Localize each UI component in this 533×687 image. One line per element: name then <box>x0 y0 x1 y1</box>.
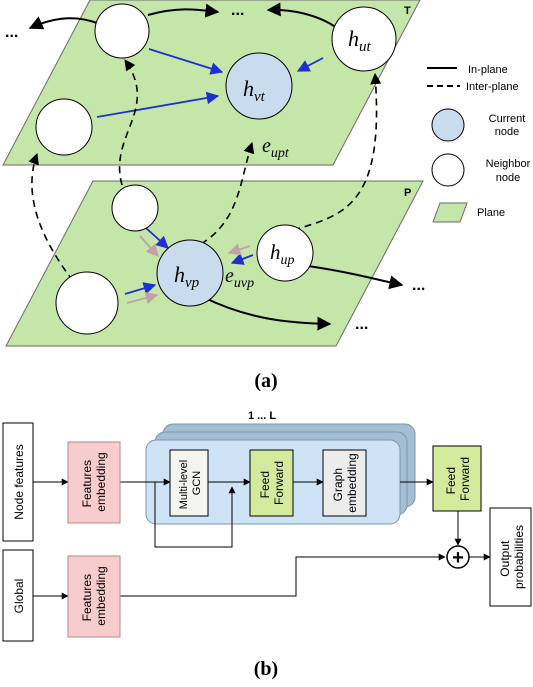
current-node-h-vp <box>156 239 224 307</box>
inter-plane-edge <box>200 141 255 245</box>
in-plane-edge <box>28 16 98 30</box>
feed-forward-box-2 <box>432 445 482 512</box>
plane-top-label: T <box>404 5 411 17</box>
legend-neighbor-label: Neighbor <box>486 158 531 170</box>
inter-plane-edge <box>118 59 139 186</box>
neighbor-node <box>94 3 150 59</box>
node-label-h-vt: hvt <box>243 76 266 105</box>
message-arrow <box>148 48 224 75</box>
inter-plane-edge <box>292 72 382 231</box>
skip-connection <box>154 482 236 548</box>
features-embedding-box-1 <box>67 441 121 524</box>
node-label-h-up: hup <box>270 240 295 268</box>
neighbor-node-h-up <box>256 224 314 282</box>
diagram-a: T P ... ... hvt hut eupt ... ... <box>2 0 531 392</box>
gcn-label: Multi-level GCN <box>178 457 203 510</box>
neighbor-node <box>111 184 159 232</box>
legend-plane-swatch <box>432 202 468 223</box>
legend-current-label: Current <box>489 113 526 125</box>
current-node-h-vt <box>225 52 293 120</box>
caption-a: (a) <box>254 370 277 392</box>
ellipsis: ... <box>231 2 244 19</box>
message-arrow <box>230 253 254 265</box>
caption-b: (b) <box>254 658 278 680</box>
neighbor-node <box>35 98 93 156</box>
message-arrow <box>145 227 169 249</box>
legend-plane-label: Plane <box>477 207 505 219</box>
ellipsis: ... <box>5 24 18 41</box>
in-plane-edge <box>266 2 338 29</box>
edge-label-e-uvp: euvp <box>225 265 254 291</box>
node-features-label: Node features <box>12 444 26 519</box>
plane-bottom-label: P <box>404 187 411 199</box>
legend-neighbor-node <box>431 153 465 187</box>
graph-embedding-box <box>322 449 367 517</box>
gcn-box <box>169 449 209 517</box>
message-arrow-previous <box>126 291 159 305</box>
legend-current-node <box>431 108 465 142</box>
output-label: Output probabilities <box>498 525 526 589</box>
features-embedding-box-2 <box>67 555 121 638</box>
graph-embedding-label: Graph embedding <box>331 453 359 512</box>
features-embedding-label-2: Features embedding <box>80 566 108 625</box>
sum-node <box>446 545 470 569</box>
global-label: Global <box>12 579 26 614</box>
feed-forward-label-2: Feed Forward <box>444 457 472 501</box>
features-embedding-label-1: Features embedding <box>80 452 108 511</box>
legend-current-label: node <box>495 126 519 138</box>
diagram-b: 1 ... L Node features Global Features em… <box>2 410 532 680</box>
neighbor-node <box>55 271 119 335</box>
feed-forward-label-1: Feed Forward <box>258 461 286 505</box>
node-label-h-vp: hvp <box>174 262 200 291</box>
sum-symbol: + <box>452 547 464 569</box>
in-plane-edge <box>147 3 220 18</box>
message-arrow-previous <box>139 235 159 257</box>
message-arrow-previous <box>227 243 251 256</box>
inter-plane-edge <box>28 152 74 282</box>
global-connection <box>120 553 446 597</box>
legend-neighbor-label: node <box>496 172 520 184</box>
message-arrow <box>96 91 220 118</box>
ellipsis: ... <box>355 316 368 333</box>
node-features-box <box>2 422 34 542</box>
in-plane-edge <box>299 264 404 290</box>
feed-forward-box-1 <box>249 449 294 517</box>
in-plane-edge <box>202 296 332 331</box>
output-box <box>489 507 532 607</box>
repeat-label: 1 ... L <box>248 410 276 422</box>
global-box <box>2 549 34 642</box>
legend: In-plane Inter-plane Current node Neighb… <box>427 64 531 223</box>
edge-label-e-upt: eupt <box>262 135 290 161</box>
legend-in-plane-label: In-plane <box>468 64 508 76</box>
ellipsis: ... <box>412 277 425 294</box>
message-arrow <box>296 57 324 72</box>
message-arrow <box>124 282 157 295</box>
neighbor-node-h-ut <box>331 6 397 72</box>
legend-inter-plane-label: Inter-plane <box>466 81 519 93</box>
node-label-h-ut: hut <box>348 26 372 55</box>
